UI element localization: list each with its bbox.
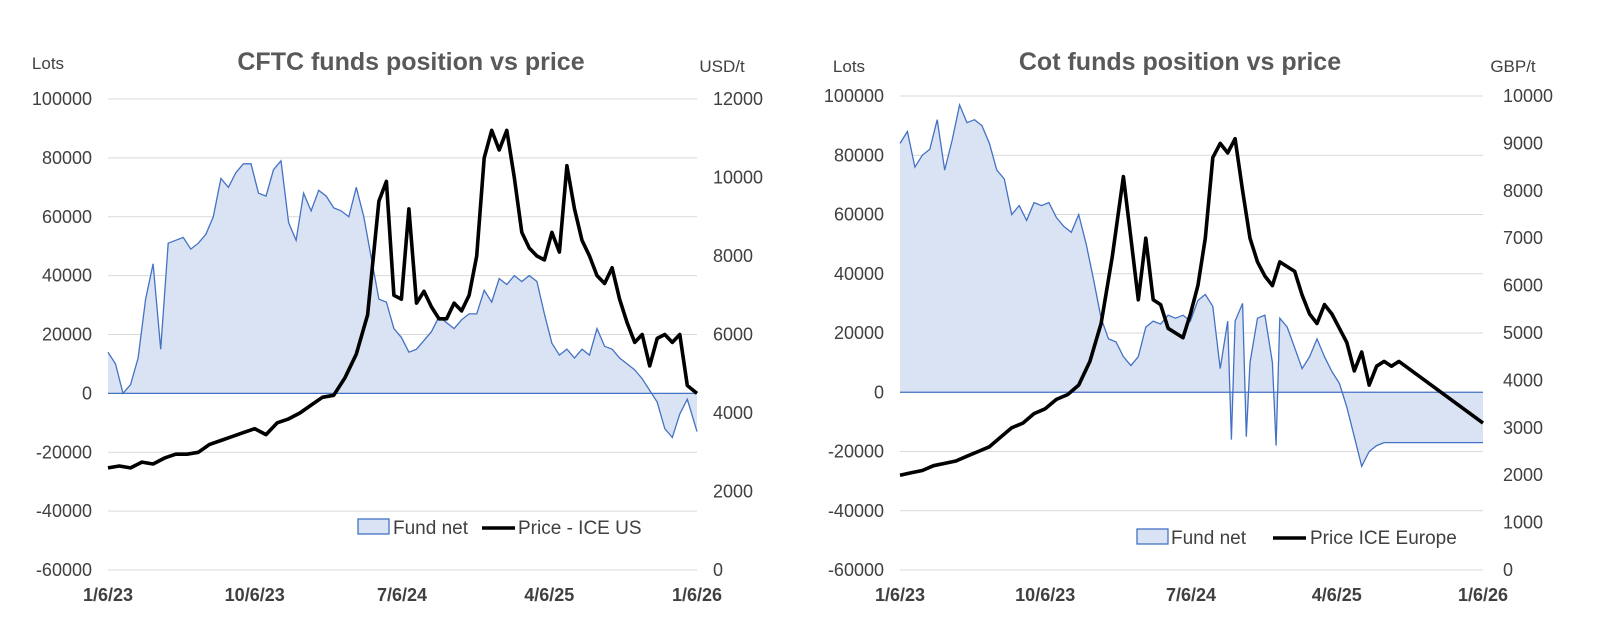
x-tick: 1/6/23 — [875, 585, 925, 605]
series-fund-net-line — [107, 159, 698, 439]
y-tick-right: 10000 — [713, 168, 763, 188]
y-tick-right: 0 — [713, 560, 723, 580]
x-tick: 7/6/24 — [1166, 585, 1216, 605]
legend: Fund net Price ICE Europe — [1136, 528, 1457, 549]
y-tick-right: 9000 — [1503, 133, 1543, 153]
x-tick: 10/6/23 — [225, 585, 285, 605]
y-tick-left: 20000 — [834, 323, 884, 343]
series-price-line — [899, 136, 1485, 477]
y-tick-left: 40000 — [42, 266, 92, 286]
legend-label-price: Price ICE Europe — [1310, 528, 1457, 549]
y-axis-label-left: Lots — [32, 54, 64, 73]
legend-label-price: Price - ICE US — [518, 518, 642, 539]
x-tick: 1/6/23 — [83, 585, 133, 605]
y-tick-left: 100000 — [824, 86, 884, 106]
y-tick-left: -20000 — [828, 442, 884, 462]
x-tick: 1/6/26 — [1458, 585, 1508, 605]
y-tick-left: 100000 — [32, 89, 92, 109]
y-tick-right: 2000 — [1503, 465, 1543, 485]
y-tick-right: 8000 — [1503, 181, 1543, 201]
y-tick-left: -40000 — [36, 501, 92, 521]
y-tick-right: 6000 — [1503, 276, 1543, 296]
y-tick-left: 80000 — [42, 148, 92, 168]
y-axis-label-left: Lots — [833, 57, 865, 76]
x-tick: 1/6/26 — [672, 585, 722, 605]
y-axis-label-right: USD/t — [699, 57, 745, 76]
y-tick-right: 4000 — [713, 403, 753, 423]
y-tick-right: 7000 — [1503, 228, 1543, 248]
y-tick-left: -20000 — [36, 442, 92, 462]
chart-title: CFTC funds position vs price — [237, 48, 584, 76]
y-tick-right: 6000 — [713, 325, 753, 345]
y-tick-right: 3000 — [1503, 418, 1543, 438]
y-tick-right: 5000 — [1503, 323, 1543, 343]
series-fund-net-area — [900, 104, 1483, 467]
y-tick-right: 4000 — [1503, 370, 1543, 390]
chart-title: Cot funds position vs price — [1019, 48, 1341, 76]
y-tick-right: 1000 — [1503, 513, 1543, 533]
y-tick-right: 12000 — [713, 89, 763, 109]
legend-label-fund-net: Fund net — [393, 518, 469, 539]
y-tick-right: 0 — [1503, 560, 1513, 580]
legend-swatch-fund-net — [357, 518, 390, 535]
y-tick-right: 8000 — [713, 246, 753, 266]
y-tick-left: 60000 — [834, 205, 884, 225]
y-axis-label-right: GBP/t — [1490, 57, 1536, 76]
series-fund-net-area — [108, 160, 697, 438]
series-fund-net-line — [899, 102, 1483, 469]
legend: Fund net Price - ICE US — [357, 518, 642, 539]
y-tick-left: -60000 — [828, 560, 884, 580]
x-tick: 4/6/25 — [524, 585, 574, 605]
y-tick-left: -40000 — [828, 501, 884, 521]
chart-cot: Cot funds position vs price Lots GBP/t -… — [824, 48, 1553, 605]
legend-swatch-fund-net — [1136, 528, 1169, 545]
series-price-line — [107, 128, 699, 470]
x-tick: 4/6/25 — [1312, 585, 1362, 605]
y-tick-left: 60000 — [42, 207, 92, 227]
y-tick-left: 0 — [874, 382, 884, 402]
y-tick-right: 10000 — [1503, 86, 1553, 106]
x-tick: 10/6/23 — [1015, 585, 1075, 605]
x-tick: 7/6/24 — [377, 585, 427, 605]
y-tick-left: 80000 — [834, 145, 884, 165]
y-tick-left: 20000 — [42, 325, 92, 345]
chart-cftc: CFTC funds position vs price Lots USD/t … — [32, 48, 763, 605]
y-tick-left: -60000 — [36, 560, 92, 580]
legend-label-fund-net: Fund net — [1171, 528, 1247, 549]
y-tick-left: 40000 — [834, 264, 884, 284]
y-tick-right: 2000 — [713, 482, 753, 502]
y-tick-left: 0 — [82, 383, 92, 403]
